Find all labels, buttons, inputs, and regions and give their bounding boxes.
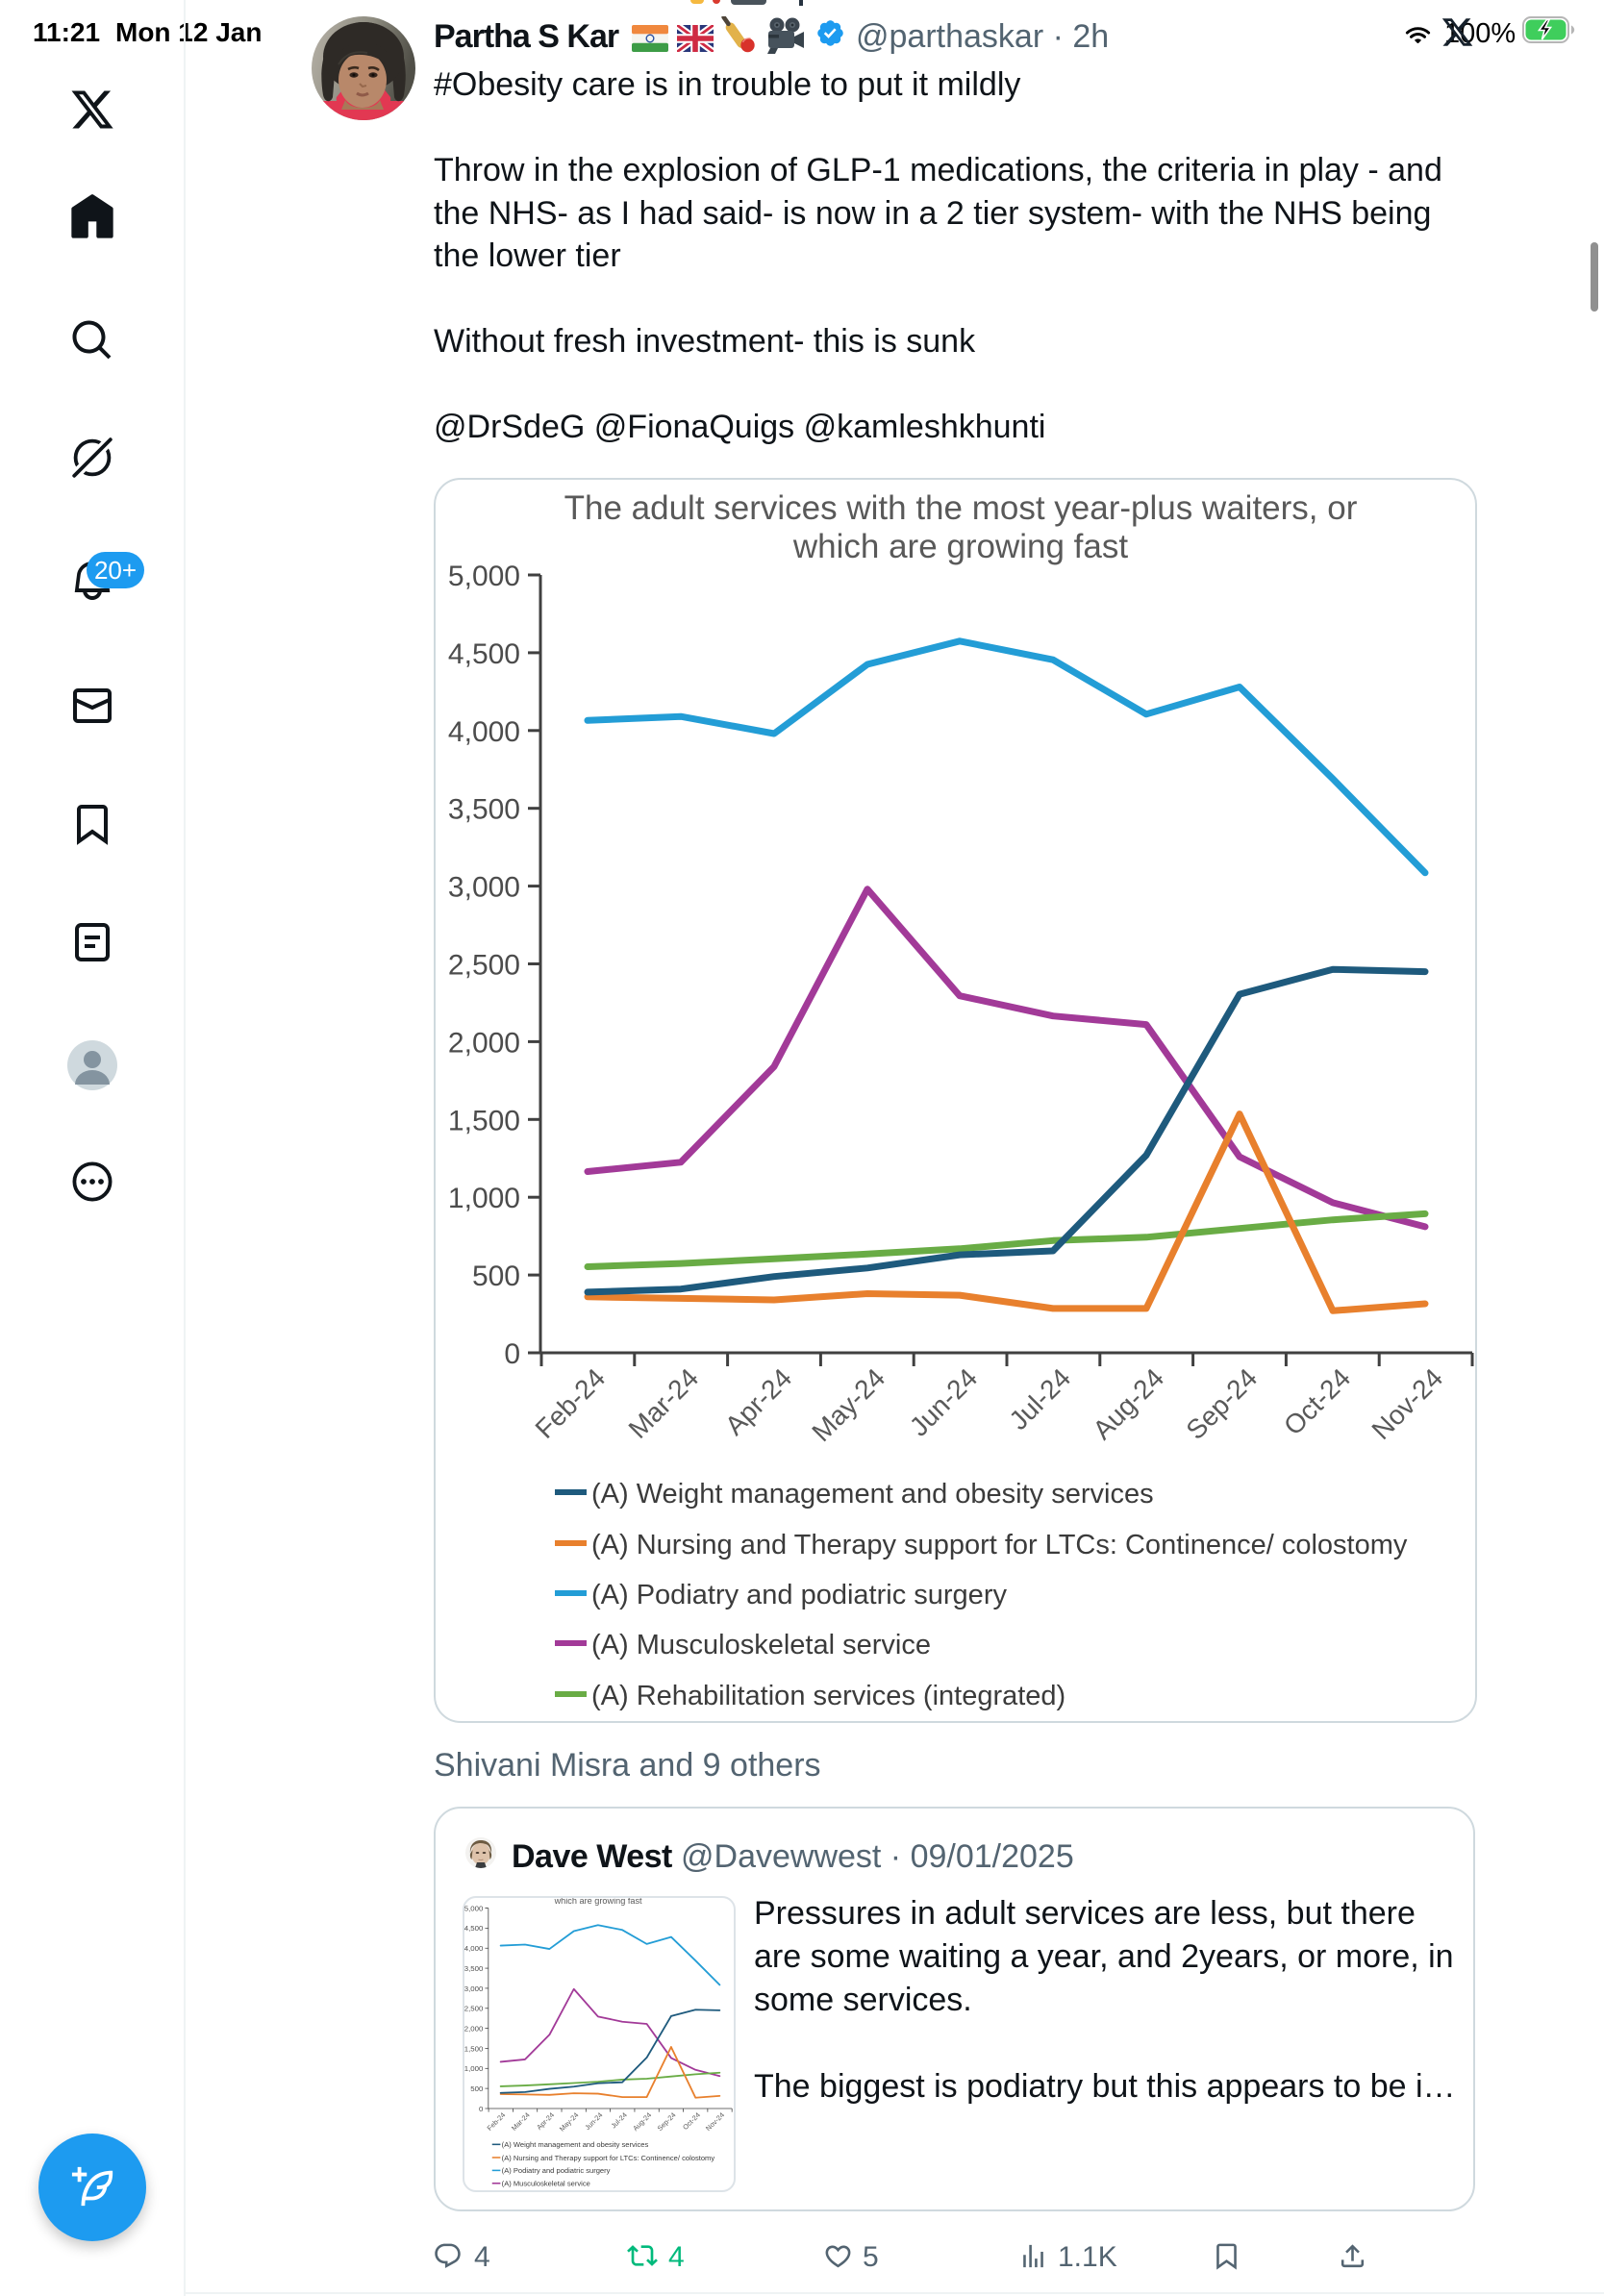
svg-text:0: 0 (479, 2105, 484, 2113)
svg-text:Mar-24: Mar-24 (623, 1362, 705, 1444)
svg-text:500: 500 (470, 2084, 484, 2093)
svg-text:4,000: 4,000 (448, 716, 520, 748)
svg-text:(A) Weight management and obes: (A) Weight management and obesity servic… (502, 2140, 649, 2149)
svg-text:3,500: 3,500 (464, 1964, 484, 1973)
svg-text:5,000: 5,000 (448, 561, 520, 592)
svg-text:Sep-24: Sep-24 (655, 2110, 677, 2133)
svg-text:2,500: 2,500 (448, 950, 520, 982)
svg-text:(A) Rehabilitation services (i: (A) Rehabilitation services (integrated) (591, 1681, 1065, 1711)
svg-text:1,500: 1,500 (448, 1105, 520, 1136)
svg-text:(A) Podiatry and podiatric sur: (A) Podiatry and podiatric surgery (502, 2166, 611, 2175)
svg-text:Apr-24: Apr-24 (535, 2110, 556, 2132)
svg-text:Jun-24: Jun-24 (904, 1362, 983, 1441)
svg-text:Nov-24: Nov-24 (1366, 1362, 1448, 1445)
svg-text:4,500: 4,500 (464, 1924, 484, 1933)
svg-text:2,000: 2,000 (448, 1027, 520, 1059)
svg-text:0: 0 (504, 1338, 520, 1370)
svg-text:Jul-24: Jul-24 (1003, 1362, 1076, 1435)
svg-text:(A) Weight management and obes: (A) Weight management and obesity servic… (591, 1479, 1154, 1510)
svg-text:which are growing fast: which are growing fast (554, 1898, 642, 1906)
svg-text:Aug-24: Aug-24 (1087, 1362, 1169, 1445)
svg-text:4,500: 4,500 (448, 638, 520, 670)
svg-text:(A) Musculoskeletal service: (A) Musculoskeletal service (591, 1630, 931, 1660)
svg-text:(A) Nursing and Therapy suppor: (A) Nursing and Therapy support for LTCs… (502, 2154, 715, 2162)
svg-text:May-24: May-24 (558, 2110, 581, 2133)
svg-text:Nov-24: Nov-24 (704, 2110, 726, 2133)
svg-text:2,500: 2,500 (464, 2005, 484, 2013)
svg-text:Apr-24: Apr-24 (719, 1362, 797, 1440)
svg-text:Feb-24: Feb-24 (530, 1362, 612, 1444)
svg-text:1,000: 1,000 (464, 2064, 484, 2073)
svg-text:4,000: 4,000 (464, 1944, 484, 1953)
svg-text:Oct-24: Oct-24 (1278, 1362, 1356, 1440)
svg-text:Feb-24: Feb-24 (486, 2110, 508, 2132)
svg-text:May-24: May-24 (806, 1362, 890, 1447)
svg-text:Oct-24: Oct-24 (681, 2110, 702, 2132)
svg-text:Jul-24: Jul-24 (609, 2110, 628, 2130)
svg-text:(A) Nursing and Therapy suppor: (A) Nursing and Therapy support for LTCs… (591, 1530, 1408, 1560)
svg-text:2,000: 2,000 (464, 2025, 484, 2034)
svg-text:(A) Podiatry and podiatric sur: (A) Podiatry and podiatric surgery (591, 1580, 1007, 1610)
svg-text:Aug-24: Aug-24 (631, 2110, 653, 2133)
svg-text:3,500: 3,500 (448, 794, 520, 826)
svg-text:Jun-24: Jun-24 (583, 2110, 604, 2132)
svg-text:1,000: 1,000 (448, 1183, 520, 1214)
svg-text:(A) Musculoskeletal service: (A) Musculoskeletal service (502, 2180, 590, 2188)
svg-text:500: 500 (472, 1260, 520, 1292)
svg-text:which are growing fast: which are growing fast (792, 528, 1128, 565)
svg-text:Sep-24: Sep-24 (1180, 1362, 1263, 1445)
svg-text:The adult services with the mo: The adult services with the most year-pl… (564, 489, 1358, 527)
svg-text:1,500: 1,500 (464, 2044, 484, 2053)
svg-text:3,000: 3,000 (448, 872, 520, 904)
svg-text:5,000: 5,000 (464, 1904, 484, 1912)
svg-text:3,000: 3,000 (464, 1984, 484, 1993)
svg-text:Mar-24: Mar-24 (510, 2110, 532, 2132)
